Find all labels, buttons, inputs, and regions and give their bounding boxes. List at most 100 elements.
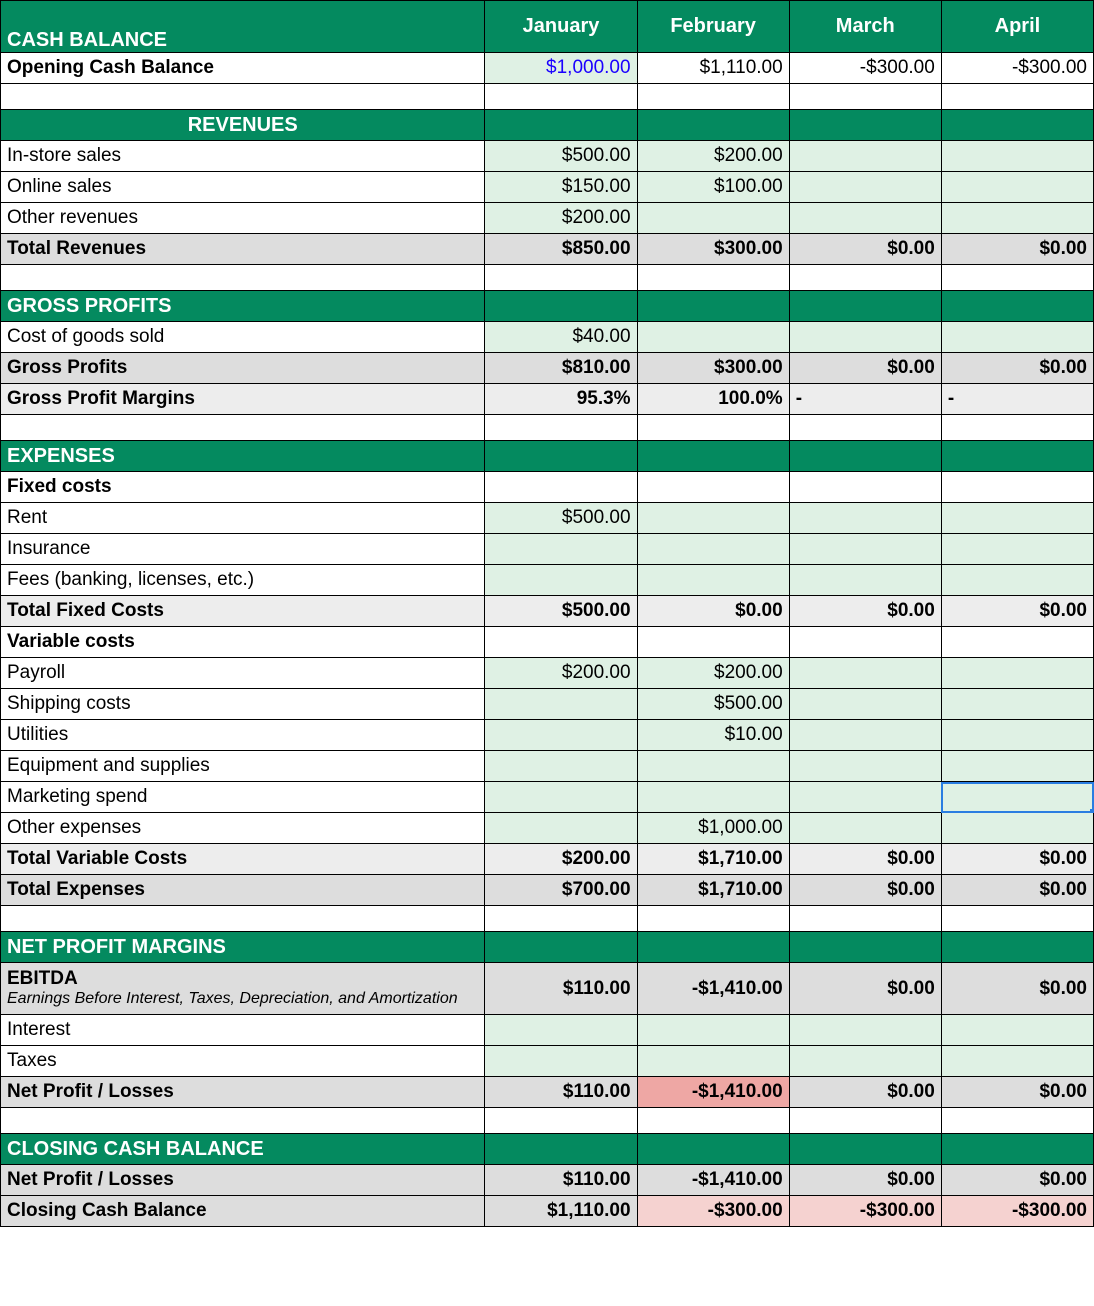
cell[interactable] bbox=[941, 565, 1093, 596]
cell[interactable] bbox=[637, 751, 789, 782]
cell[interactable] bbox=[941, 658, 1093, 689]
cell[interactable]: $200.00 bbox=[637, 658, 789, 689]
cell[interactable]: -$300.00 bbox=[789, 53, 941, 84]
cell[interactable] bbox=[789, 720, 941, 751]
cell[interactable] bbox=[789, 689, 941, 720]
cell: $0.00 bbox=[941, 596, 1093, 627]
cell[interactable] bbox=[637, 203, 789, 234]
gross-profits-title: GROSS PROFITS bbox=[1, 291, 485, 322]
row-insurance: Insurance bbox=[1, 534, 1094, 565]
row-gross-profit-margins: Gross Profit Margins 95.3% 100.0% - - bbox=[1, 384, 1094, 415]
cell[interactable]: $200.00 bbox=[637, 141, 789, 172]
cell: -$1,410.00 bbox=[637, 1165, 789, 1196]
cell[interactable] bbox=[789, 503, 941, 534]
label: Cost of goods sold bbox=[1, 322, 485, 353]
cell[interactable] bbox=[789, 1046, 941, 1077]
label: Other expenses bbox=[1, 813, 485, 844]
section-cash-balance: CASH BALANCE bbox=[1, 1, 485, 53]
row-other-expenses: Other expenses $1,000.00 bbox=[1, 813, 1094, 844]
cell: $1,110.00 bbox=[485, 1196, 637, 1227]
label: Fixed costs bbox=[1, 472, 485, 503]
cell[interactable] bbox=[789, 658, 941, 689]
cell: $0.00 bbox=[941, 353, 1093, 384]
cell[interactable] bbox=[637, 1015, 789, 1046]
cell[interactable] bbox=[789, 172, 941, 203]
cell[interactable] bbox=[941, 322, 1093, 353]
cell[interactable] bbox=[485, 720, 637, 751]
label: Online sales bbox=[1, 172, 485, 203]
cell: $0.00 bbox=[941, 1077, 1093, 1108]
cell[interactable] bbox=[941, 751, 1093, 782]
cell[interactable] bbox=[485, 782, 637, 813]
revenues-title: REVENUES bbox=[1, 110, 485, 141]
cell: $500.00 bbox=[485, 596, 637, 627]
cell: $0.00 bbox=[789, 234, 941, 265]
row-online-sales: Online sales $150.00 $100.00 bbox=[1, 172, 1094, 203]
row-gross-profits: Gross Profits $810.00 $300.00 $0.00 $0.0… bbox=[1, 353, 1094, 384]
cell[interactable] bbox=[789, 141, 941, 172]
cell[interactable]: $40.00 bbox=[485, 322, 637, 353]
cell[interactable] bbox=[941, 720, 1093, 751]
cell: $0.00 bbox=[941, 875, 1093, 906]
row-total-revenues: Total Revenues $850.00 $300.00 $0.00 $0.… bbox=[1, 234, 1094, 265]
cell[interactable]: $200.00 bbox=[485, 203, 637, 234]
cell[interactable]: $500.00 bbox=[485, 141, 637, 172]
cell[interactable]: $150.00 bbox=[485, 172, 637, 203]
label: Net Profit / Losses bbox=[1, 1165, 485, 1196]
cell[interactable] bbox=[485, 751, 637, 782]
section-revenues: REVENUES bbox=[1, 110, 1094, 141]
cell: -$300.00 bbox=[941, 1196, 1093, 1227]
spacer bbox=[1, 906, 1094, 932]
label: Utilities bbox=[1, 720, 485, 751]
cell[interactable] bbox=[485, 565, 637, 596]
cell: - bbox=[789, 384, 941, 415]
cell[interactable] bbox=[637, 503, 789, 534]
cell[interactable]: -$300.00 bbox=[941, 53, 1093, 84]
cell[interactable]: $1,000.00 bbox=[637, 813, 789, 844]
cell[interactable] bbox=[941, 203, 1093, 234]
cell[interactable] bbox=[637, 1046, 789, 1077]
expenses-title: EXPENSES bbox=[1, 441, 485, 472]
section-gross-profits: GROSS PROFITS bbox=[1, 291, 1094, 322]
cell[interactable] bbox=[941, 172, 1093, 203]
cell[interactable] bbox=[941, 141, 1093, 172]
cell[interactable] bbox=[637, 534, 789, 565]
cell[interactable] bbox=[941, 534, 1093, 565]
cell[interactable] bbox=[789, 751, 941, 782]
cell[interactable] bbox=[485, 1015, 637, 1046]
cell[interactable] bbox=[789, 782, 941, 813]
cell[interactable] bbox=[789, 203, 941, 234]
cell[interactable] bbox=[485, 689, 637, 720]
cell[interactable]: $1,000.00 bbox=[485, 53, 637, 84]
cell[interactable] bbox=[637, 322, 789, 353]
cell[interactable] bbox=[941, 1015, 1093, 1046]
cell[interactable]: $1,110.00 bbox=[637, 53, 789, 84]
header-row: CASH BALANCE January February March Apri… bbox=[1, 1, 1094, 53]
cell[interactable] bbox=[789, 813, 941, 844]
cell[interactable] bbox=[789, 565, 941, 596]
label: Gross Profit Margins bbox=[1, 384, 485, 415]
cell[interactable] bbox=[485, 1046, 637, 1077]
cell[interactable] bbox=[789, 1015, 941, 1046]
cell[interactable] bbox=[941, 1046, 1093, 1077]
cell[interactable] bbox=[941, 689, 1093, 720]
cell: $0.00 bbox=[789, 596, 941, 627]
cell[interactable]: $500.00 bbox=[485, 503, 637, 534]
cell-selected[interactable] bbox=[941, 782, 1093, 813]
col-april: April bbox=[941, 1, 1093, 53]
cell[interactable] bbox=[637, 782, 789, 813]
row-net-profit-losses-closing: Net Profit / Losses $110.00 -$1,410.00 $… bbox=[1, 1165, 1094, 1196]
cell[interactable] bbox=[789, 534, 941, 565]
cell[interactable]: $200.00 bbox=[485, 658, 637, 689]
cell: $300.00 bbox=[637, 234, 789, 265]
cell[interactable]: $500.00 bbox=[637, 689, 789, 720]
row-other-revenues: Other revenues $200.00 bbox=[1, 203, 1094, 234]
cell[interactable] bbox=[637, 565, 789, 596]
cell[interactable] bbox=[941, 813, 1093, 844]
cell[interactable] bbox=[485, 813, 637, 844]
cell[interactable]: $10.00 bbox=[637, 720, 789, 751]
cell[interactable] bbox=[789, 322, 941, 353]
cell[interactable] bbox=[485, 534, 637, 565]
cell[interactable]: $100.00 bbox=[637, 172, 789, 203]
cell[interactable] bbox=[941, 503, 1093, 534]
